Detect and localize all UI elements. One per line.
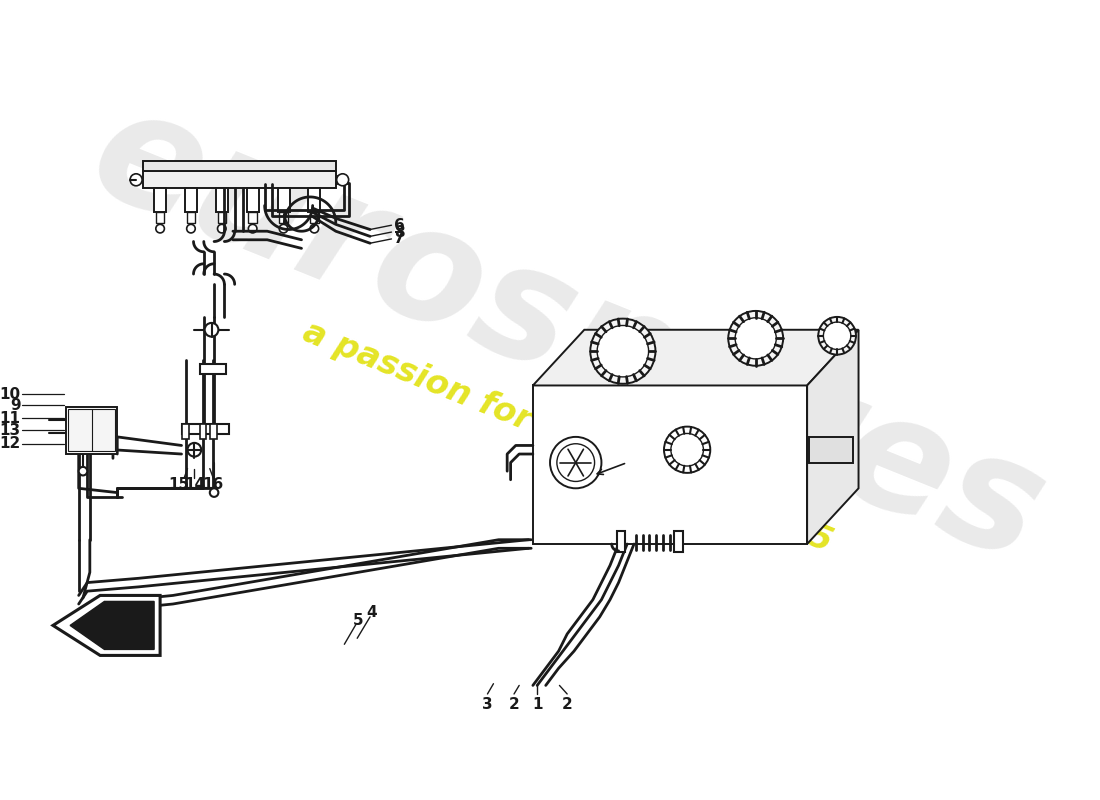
Bar bbox=[199, 424, 207, 439]
Text: 10: 10 bbox=[0, 386, 21, 402]
Circle shape bbox=[664, 426, 711, 473]
Bar bbox=[249, 212, 257, 222]
Text: 13: 13 bbox=[0, 422, 21, 438]
Bar bbox=[182, 424, 229, 434]
Bar bbox=[216, 188, 228, 212]
Text: 5: 5 bbox=[353, 613, 363, 628]
Circle shape bbox=[550, 437, 602, 488]
Bar bbox=[68, 410, 114, 451]
Polygon shape bbox=[53, 595, 161, 655]
Circle shape bbox=[557, 444, 595, 482]
Text: 4: 4 bbox=[366, 605, 377, 620]
Text: 8: 8 bbox=[394, 225, 405, 239]
Circle shape bbox=[218, 224, 227, 233]
Bar bbox=[310, 212, 319, 222]
Circle shape bbox=[187, 224, 195, 233]
Circle shape bbox=[249, 224, 257, 233]
Bar bbox=[246, 188, 258, 212]
Circle shape bbox=[597, 326, 649, 377]
Circle shape bbox=[210, 488, 219, 497]
Bar bbox=[308, 188, 320, 212]
Circle shape bbox=[824, 322, 850, 350]
Bar bbox=[674, 531, 683, 552]
Circle shape bbox=[279, 224, 288, 233]
Circle shape bbox=[337, 174, 349, 186]
Bar bbox=[66, 407, 118, 454]
Text: 2: 2 bbox=[562, 697, 572, 712]
Bar bbox=[156, 212, 164, 222]
Bar bbox=[279, 212, 288, 222]
Circle shape bbox=[187, 443, 201, 457]
Circle shape bbox=[735, 318, 777, 359]
Bar bbox=[617, 531, 626, 552]
Circle shape bbox=[671, 434, 703, 466]
Circle shape bbox=[130, 174, 142, 186]
Circle shape bbox=[728, 311, 783, 366]
Bar bbox=[143, 161, 336, 171]
Text: 6: 6 bbox=[394, 218, 405, 233]
Bar bbox=[277, 188, 289, 212]
Text: 2: 2 bbox=[508, 697, 519, 712]
Bar bbox=[183, 424, 189, 439]
Bar bbox=[187, 212, 195, 222]
Text: 3: 3 bbox=[482, 697, 493, 712]
Bar bbox=[808, 437, 854, 462]
Circle shape bbox=[310, 224, 319, 233]
Bar bbox=[218, 212, 227, 222]
Bar bbox=[210, 424, 217, 439]
Polygon shape bbox=[532, 330, 858, 386]
Text: 15: 15 bbox=[168, 477, 189, 491]
Bar bbox=[143, 171, 336, 188]
Bar bbox=[185, 188, 197, 212]
Text: 1: 1 bbox=[532, 697, 542, 712]
Text: eurospares: eurospares bbox=[69, 73, 1065, 595]
Circle shape bbox=[591, 318, 656, 384]
Polygon shape bbox=[807, 330, 858, 544]
Text: 12: 12 bbox=[0, 436, 21, 451]
Text: 7: 7 bbox=[394, 231, 405, 246]
Polygon shape bbox=[70, 602, 154, 650]
Text: 11: 11 bbox=[0, 410, 21, 426]
Circle shape bbox=[156, 224, 164, 233]
Polygon shape bbox=[532, 386, 807, 544]
Bar bbox=[200, 364, 227, 374]
Text: a passion for parts since 1985: a passion for parts since 1985 bbox=[298, 315, 837, 558]
Text: 16: 16 bbox=[202, 477, 224, 491]
Text: 14: 14 bbox=[184, 477, 205, 491]
Circle shape bbox=[79, 467, 87, 475]
Circle shape bbox=[818, 317, 856, 354]
Text: 9: 9 bbox=[10, 398, 21, 413]
Circle shape bbox=[205, 323, 219, 337]
Bar bbox=[154, 188, 166, 212]
